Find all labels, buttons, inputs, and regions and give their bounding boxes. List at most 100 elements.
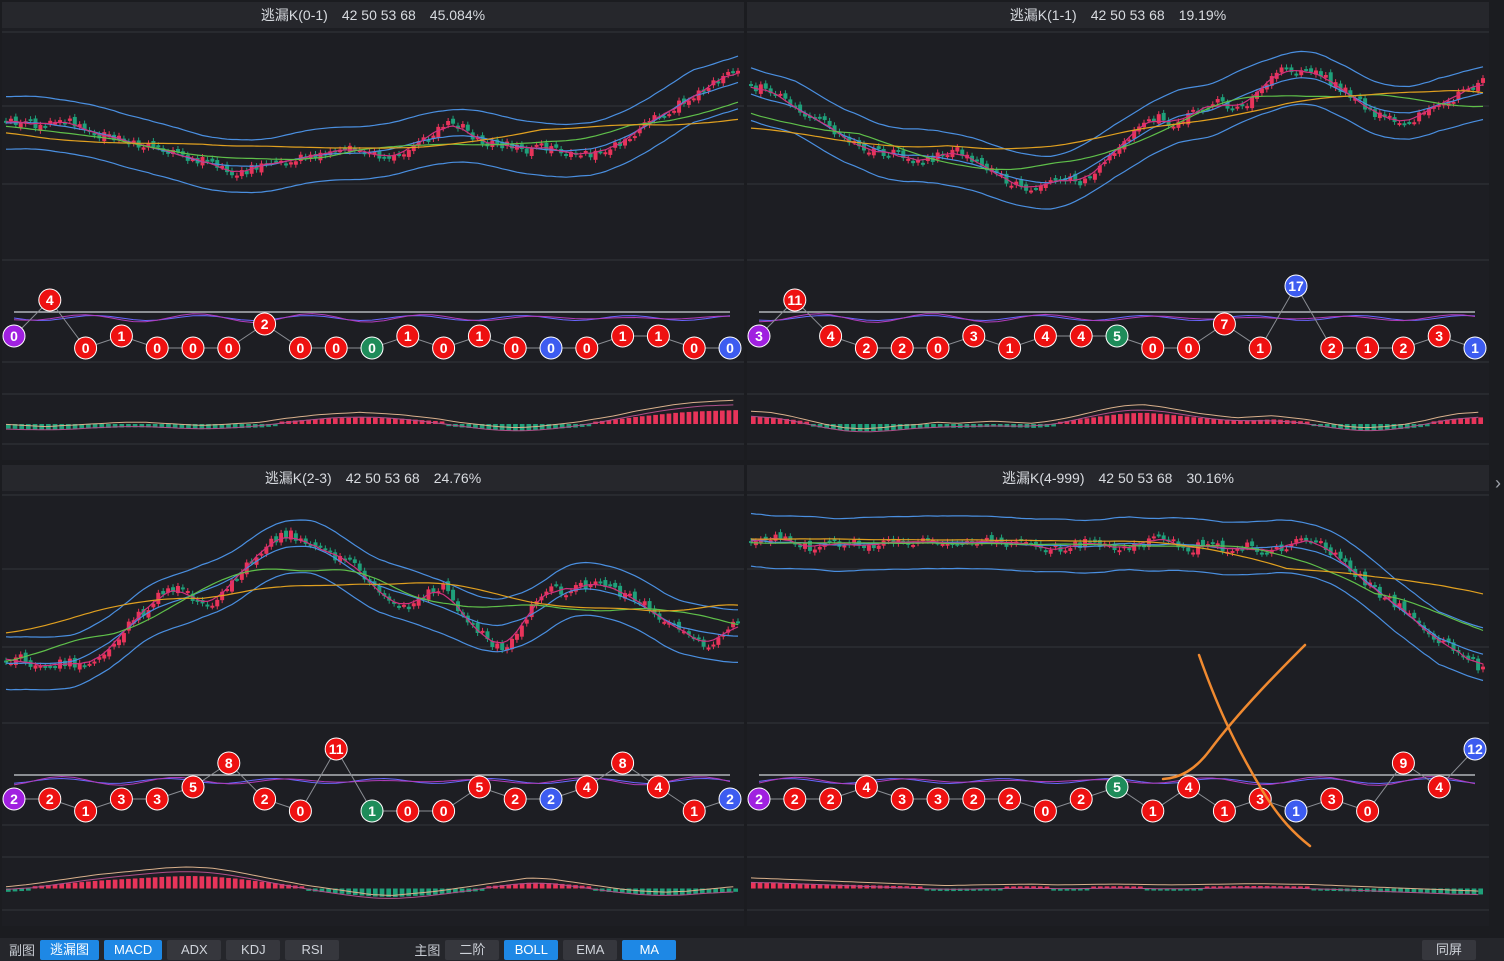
candle-down	[783, 93, 788, 99]
sub-btn-escape-chart[interactable]: 逃漏图	[40, 939, 100, 960]
signal-marker-value: 4	[583, 779, 591, 795]
candle-down	[1186, 547, 1191, 552]
main-btn-second-order[interactable]: 二阶	[445, 939, 500, 960]
macd-bar-negative	[1411, 888, 1417, 893]
macd-bar-negative	[997, 424, 1003, 427]
candle-up	[151, 603, 156, 608]
candle-down	[1205, 108, 1210, 111]
panel-chart[interactable]: 2 2 2 4 3 3 2 2 0 2 5 1 4 1 3 1 3 0 9 4 12	[747, 491, 1489, 926]
panel-chart[interactable]: 3 11 4 2 2 0 3 1 4 4 5 0 0 7 1 17 2 1 2 3 1	[747, 28, 1489, 460]
panel-chart[interactable]: 0 4 0 1 0 0 0 2 0 0 0 1 0 1 0 0 0 1 1 0 0	[2, 28, 744, 460]
chart-panel-bottom-left[interactable]: 逃漏K(2-3) 42 50 53 68 24.76% 2 2 1 3 3 5 8 2 0 11 1…	[2, 465, 744, 926]
macd-bar-positive	[586, 886, 592, 889]
candle-down	[524, 148, 529, 154]
candle-up	[436, 126, 441, 139]
candle-down	[1038, 543, 1043, 549]
chart-panel-top-right[interactable]: 逃漏K(1-1) 42 50 53 68 19.19% 3 11 4 2 2 0 3 1 4 4 5…	[747, 2, 1489, 460]
signal-marker-value: 11	[329, 741, 344, 757]
main-btn-boll[interactable]: BOLL	[504, 939, 559, 960]
signal-marker: 4	[1033, 324, 1057, 348]
macd-bar-negative	[26, 424, 31, 430]
candle-up	[318, 152, 323, 161]
same-screen-button[interactable]: 同屏	[1422, 939, 1476, 960]
candle-down	[23, 652, 28, 663]
macd-bar-positive	[1017, 886, 1023, 889]
candle-up	[1092, 173, 1097, 180]
candle-up	[8, 118, 13, 122]
boll-mid-line	[750, 77, 1484, 184]
candle-down	[1446, 638, 1451, 643]
candle-down	[455, 125, 460, 129]
signal-marker-value: 0	[153, 340, 161, 356]
macd-bar-positive	[791, 883, 796, 889]
signal-marker-circle	[38, 288, 62, 312]
signal-marker: 5	[1105, 324, 1129, 348]
macd-bar-positive	[359, 417, 365, 424]
macd-bar-positive	[757, 416, 763, 424]
candle-down	[1358, 96, 1363, 100]
signal-marker-value: 4	[1042, 328, 1050, 344]
candle-up	[185, 591, 190, 594]
candle-up	[1171, 539, 1176, 542]
candle-down	[495, 139, 500, 145]
main-btn-ema[interactable]: EMA	[563, 939, 618, 960]
candle-up	[662, 621, 667, 624]
macd-bar-positive	[1198, 417, 1203, 424]
macd-bar-positive	[1444, 419, 1450, 424]
boll-lower-line	[750, 103, 1484, 210]
candle-down	[1289, 67, 1294, 73]
candle-up	[866, 152, 871, 155]
signal-marker-circle	[1141, 799, 1165, 823]
macd-bar-positive	[279, 883, 285, 889]
macd-bar-negative	[399, 888, 405, 897]
macd-bar-positive	[1077, 419, 1083, 424]
candle-down	[1304, 537, 1309, 541]
candle-up	[156, 592, 161, 604]
signal-marker: 2	[38, 787, 62, 811]
macd-bar-positive	[653, 414, 658, 424]
candle-down	[431, 588, 436, 594]
candle-up	[916, 159, 921, 163]
candle-down	[333, 552, 338, 561]
candle-down	[731, 71, 736, 74]
signal-marker: 0	[74, 336, 98, 360]
signal-marker-value: 0	[726, 340, 734, 356]
signal-marker-circle	[288, 336, 312, 360]
sub-btn-macd[interactable]: MACD	[104, 939, 163, 960]
signal-marker: 3	[962, 324, 986, 348]
signal-marker-value: 0	[1364, 803, 1372, 819]
candle-down	[225, 164, 230, 173]
macd-bar-positive	[917, 886, 923, 889]
signal-marker-value: 1	[1364, 340, 1372, 356]
candle-down	[451, 589, 456, 601]
macd-bar-negative	[1051, 424, 1056, 427]
sub-btn-adx[interactable]: ADX	[167, 939, 222, 960]
macd-bar-positive	[1451, 418, 1457, 424]
macd-bar-negative	[1151, 888, 1157, 891]
sub-btn-kdj[interactable]: KDJ	[226, 939, 281, 960]
candle-up	[691, 98, 696, 101]
macd-dif-line	[750, 404, 1479, 430]
signal-marker-value: 1	[404, 328, 412, 344]
macd-bar-positive	[733, 410, 738, 424]
candle-down	[141, 609, 146, 616]
signal-marker: 0	[718, 336, 742, 360]
candle-down	[254, 166, 259, 170]
candle-up	[989, 168, 994, 172]
candle-down	[43, 665, 48, 668]
macd-bar-positive	[797, 883, 803, 889]
candle-down	[1343, 558, 1348, 562]
candle-down	[1304, 69, 1309, 72]
sub-btn-rsi[interactable]: RSI	[285, 939, 340, 960]
signal-marker-value: 17	[1288, 278, 1304, 294]
main-btn-ma[interactable]: MA	[622, 939, 677, 960]
macd-bar-negative	[439, 888, 445, 895]
candle-down	[328, 550, 333, 553]
macd-bar-negative	[619, 888, 625, 894]
expand-arrow-icon[interactable]: ›	[1495, 473, 1501, 493]
candle-up	[411, 144, 416, 152]
candle-up	[33, 665, 38, 669]
